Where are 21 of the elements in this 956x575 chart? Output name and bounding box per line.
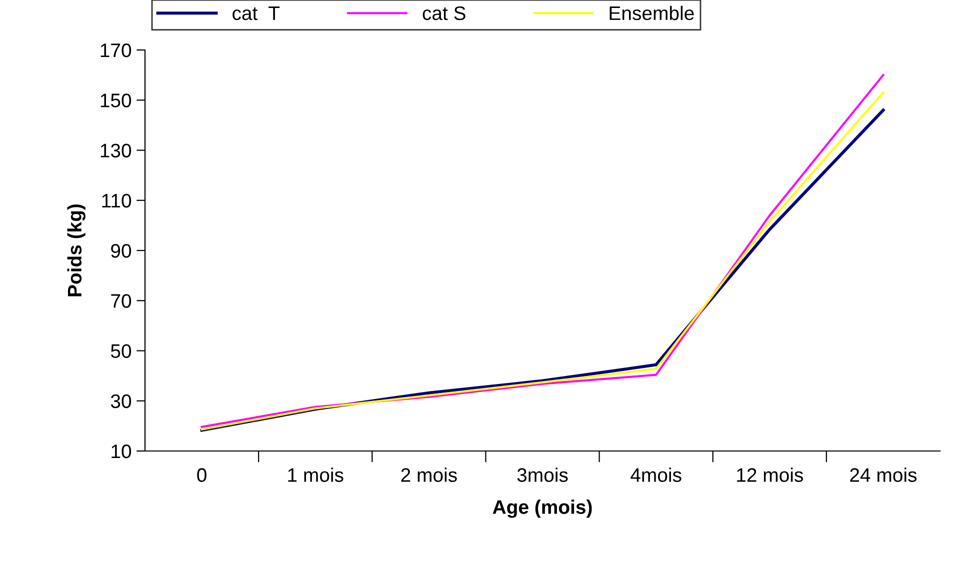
x-tick-label: 3mois [517,468,568,482]
y-tick-label: 90 [111,244,132,258]
y-tick-label: 70 [111,294,132,308]
y-tick-label: 50 [110,344,132,358]
legend-label: cat S [422,6,466,20]
x-tick-label: 1 mois [288,468,344,482]
y-tick-label: 170 [100,43,132,58]
x-tick-label: 12 mois [737,468,803,482]
x-tick-label: 24 mois [850,468,917,482]
legend-label: cat T [232,6,280,20]
x-tick-label: 4mois [630,468,682,482]
x-tick-label: 2 mois [401,468,457,482]
y-tick-label: 150 [100,94,132,108]
y-tick-label: 130 [100,144,132,158]
x-axis-title: Age (mois) [492,500,592,518]
y-tick-label: 10 [112,444,132,458]
legend-label: Ensemble [610,6,694,20]
y-tick-label: 30 [110,394,132,408]
x-tick-label: 0 [197,468,206,482]
y-tick-label: 110 [102,194,132,208]
y-axis-title: Poids (kg) [67,204,86,296]
